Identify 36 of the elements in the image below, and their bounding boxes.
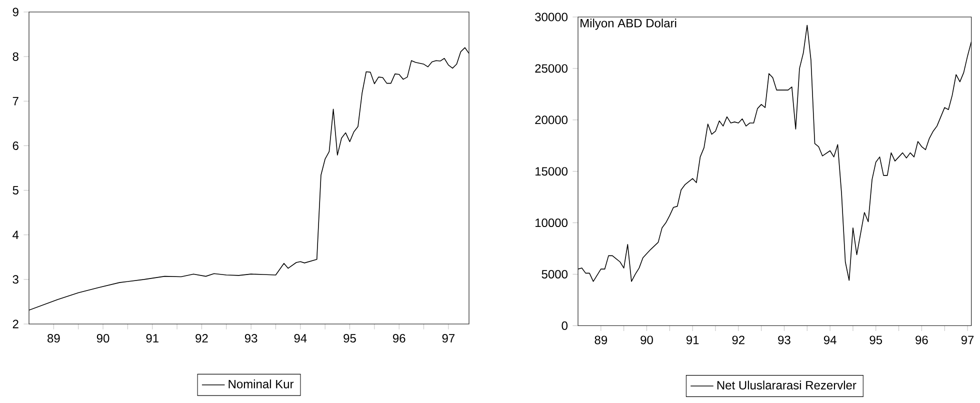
y-tick-label: 3 <box>12 275 18 284</box>
y-tick-label: 10000 <box>536 218 568 228</box>
legend-label: Net Uluslararasi Rezervler <box>717 380 856 390</box>
y-tick-label: 5000 <box>542 270 568 278</box>
y-tick-label: 0 <box>562 321 568 330</box>
y-tick-label: 25000 <box>535 64 568 73</box>
x-tick-label: 96 <box>392 334 406 343</box>
y-tick-label: 4 <box>12 230 19 239</box>
annotation: Milyon ABD Dolari <box>580 18 676 30</box>
x-tick-label: 89 <box>594 336 608 344</box>
y-tick-label: 8 <box>12 52 18 61</box>
y-tick-label: 6 <box>12 141 18 150</box>
y-tick-label: 7 <box>12 97 18 106</box>
legend-label: Nominal Kur <box>228 380 294 388</box>
y-tick-label: 9 <box>12 8 18 16</box>
x-tick-label: 93 <box>244 334 258 343</box>
x-tick-label: 91 <box>686 336 699 344</box>
x-tick-label: 95 <box>344 334 356 343</box>
y-tick-label: 5 <box>12 186 18 194</box>
x-tick-label: 90 <box>96 334 110 343</box>
x-tick-label: 95 <box>870 336 882 344</box>
x-tick-label: 90 <box>640 336 653 344</box>
x-tick-label: 97 <box>442 334 455 343</box>
x-tick-label: 94 <box>824 336 836 344</box>
x-tick-label: 96 <box>916 336 928 344</box>
x-tick-label: 89 <box>48 334 60 343</box>
x-tick-label: 94 <box>294 334 307 343</box>
y-tick-label: 2 <box>12 320 18 328</box>
y-tick-label: 30000 <box>535 12 568 22</box>
y-tick-label: 20000 <box>535 116 568 124</box>
x-tick-label: 92 <box>196 334 208 343</box>
x-tick-label: 92 <box>732 336 744 344</box>
x-tick-label: 93 <box>778 336 790 344</box>
x-tick-label: 91 <box>146 334 158 343</box>
x-tick-label: 97 <box>961 336 974 344</box>
y-tick-label: 15000 <box>536 167 568 176</box>
